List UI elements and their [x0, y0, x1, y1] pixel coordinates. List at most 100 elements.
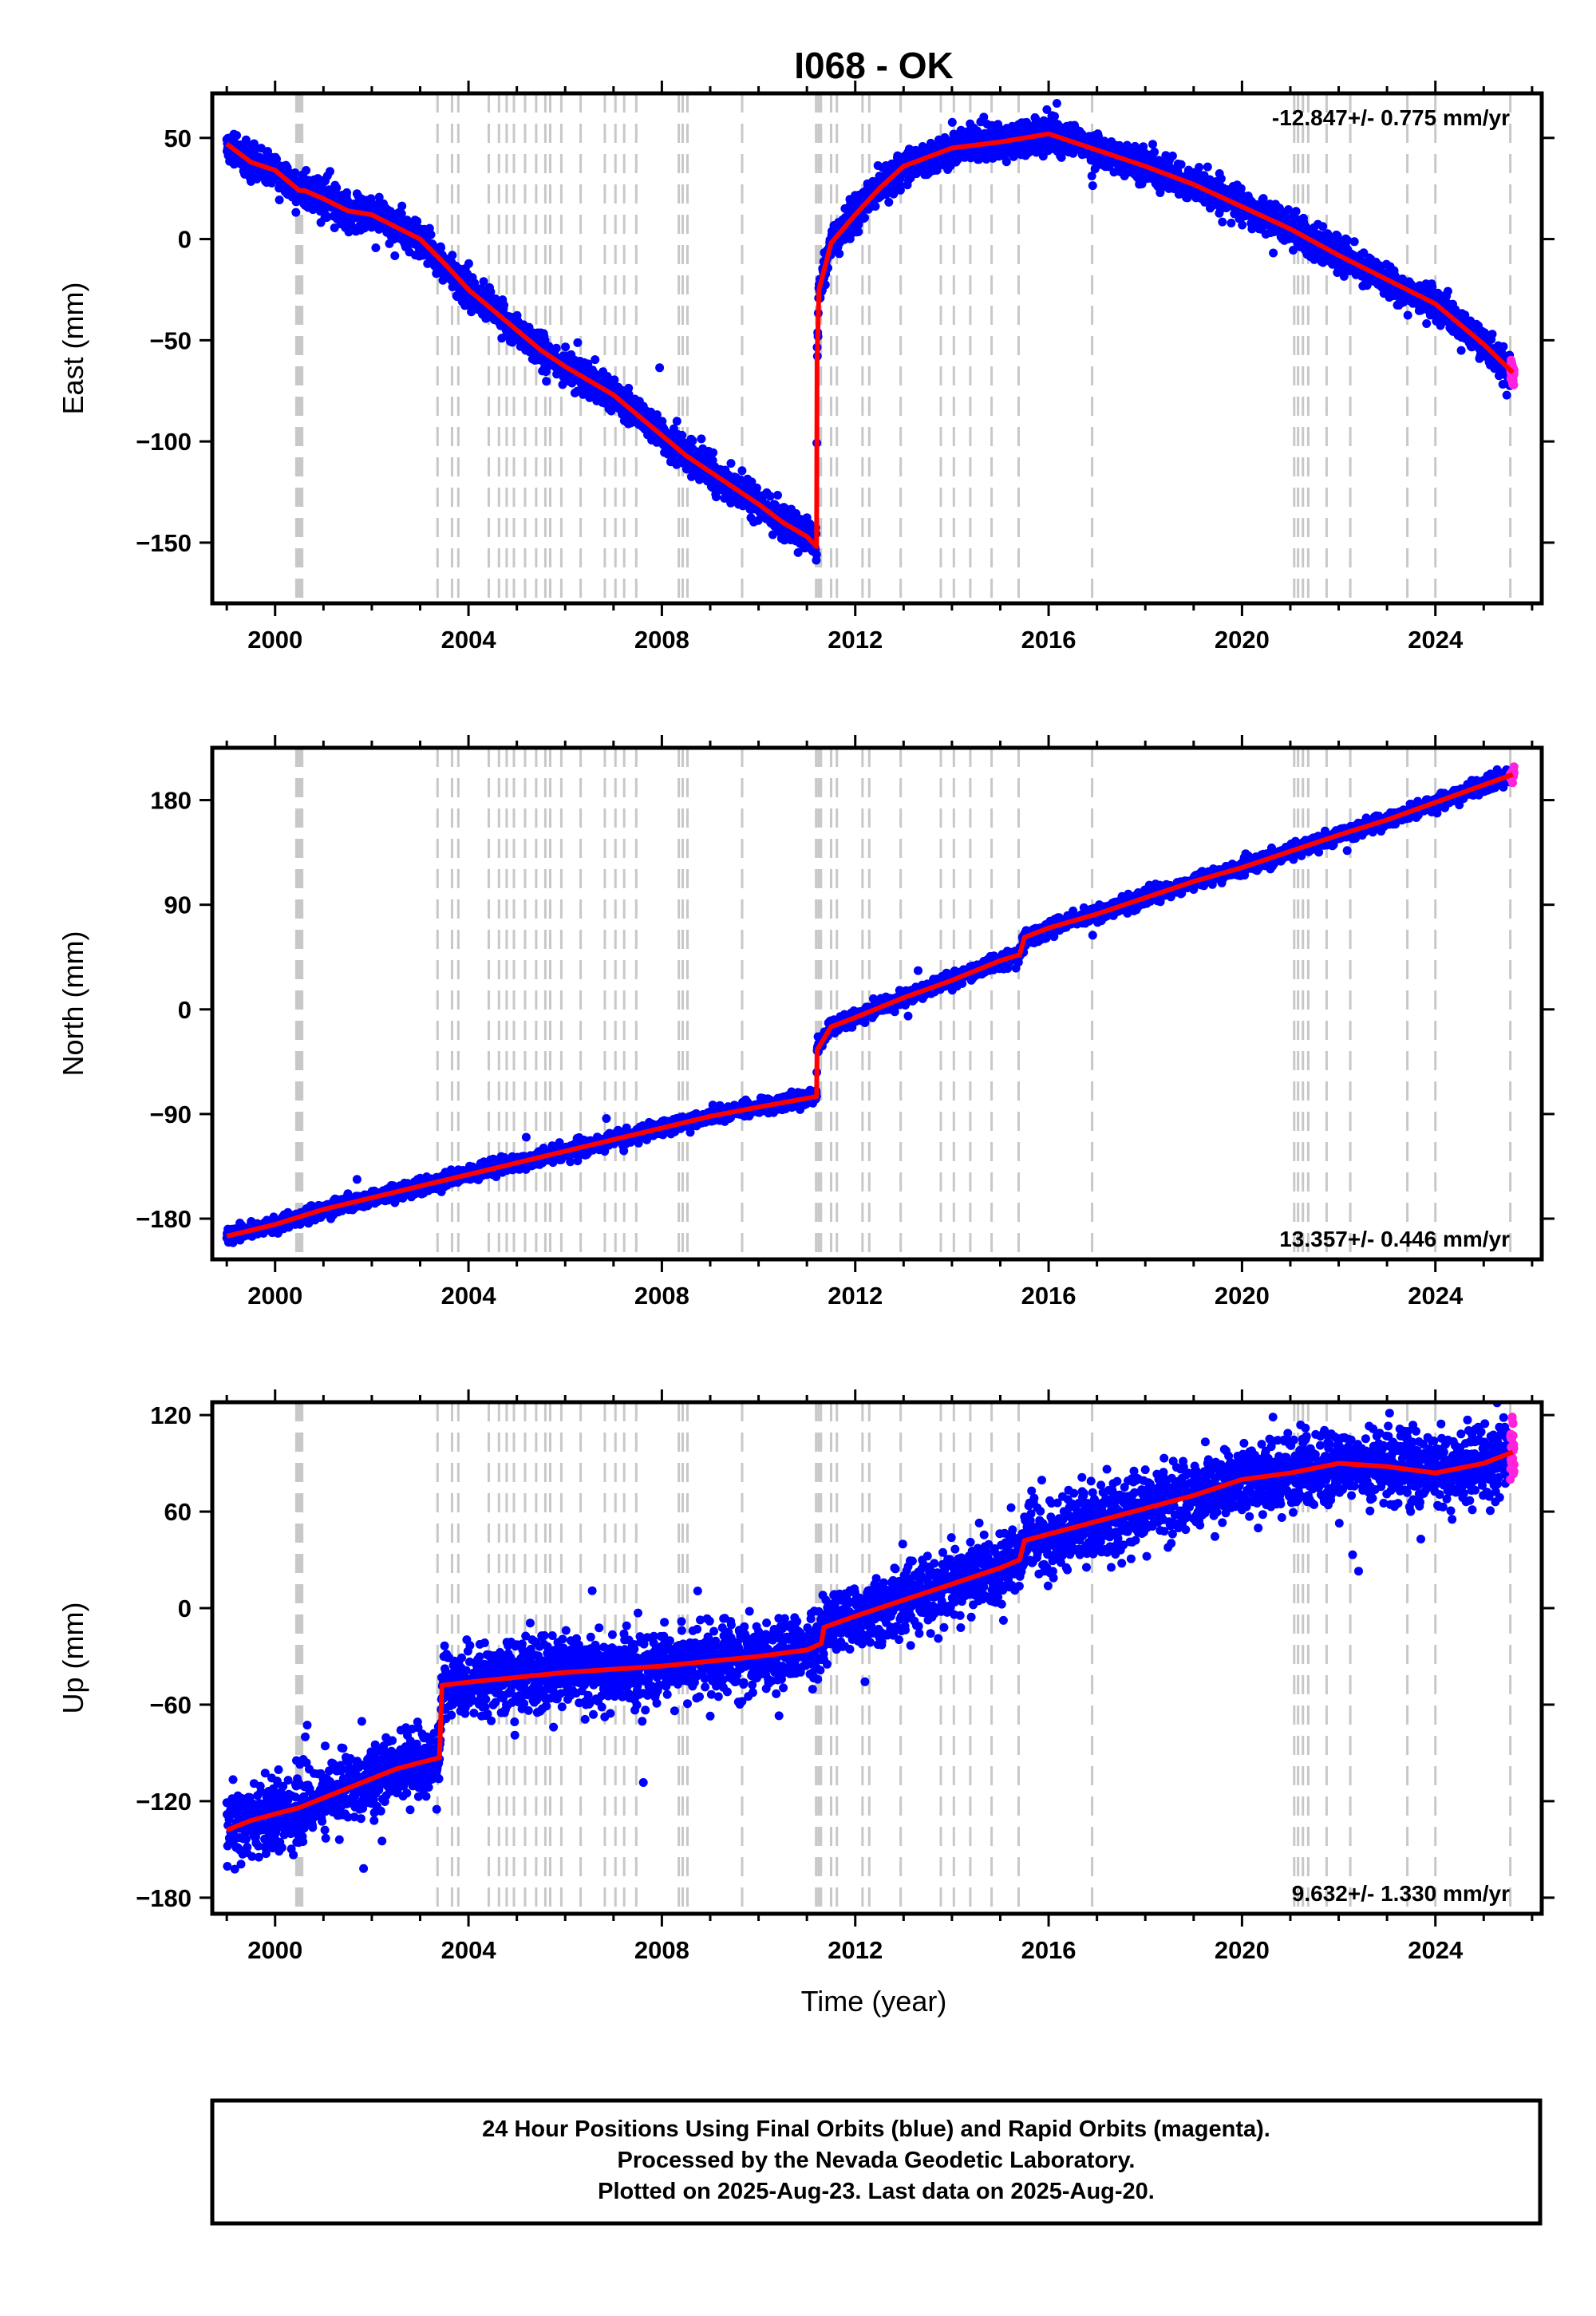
final-orbit-point	[1443, 287, 1452, 296]
final-orbit-point	[1502, 390, 1511, 400]
final-orbit-point	[1087, 172, 1096, 180]
final-orbit-point	[1284, 205, 1293, 215]
final-orbit-point	[551, 343, 561, 353]
final-orbit-point	[947, 117, 957, 127]
rapid-orbit-point	[1509, 380, 1519, 389]
y-tick-label: −50	[149, 326, 192, 354]
final-orbit-point	[413, 216, 422, 226]
final-orbit-point	[561, 342, 571, 352]
final-orbit-point	[291, 207, 301, 217]
final-orbit-point	[1258, 194, 1268, 204]
final-orbit-point	[1238, 220, 1247, 230]
final-orbit-point	[854, 227, 863, 236]
x-tick-label: 2024	[1408, 626, 1464, 654]
final-orbit-point	[1176, 160, 1186, 169]
final-orbit-point	[726, 459, 736, 468]
y-tick-label: −100	[136, 428, 192, 456]
final-orbit-point	[835, 249, 844, 259]
final-orbit-point	[1236, 184, 1246, 193]
final-orbit-point	[1269, 248, 1278, 258]
final-orbit-point	[1216, 174, 1226, 184]
final-orbit-point	[1001, 157, 1011, 167]
y-axis-label: East (mm)	[57, 283, 89, 415]
final-orbit-point	[752, 483, 761, 492]
final-orbit-point	[697, 434, 706, 444]
final-orbit-point	[1042, 105, 1052, 114]
final-orbit-point	[290, 168, 300, 177]
final-orbit-point	[1349, 237, 1359, 247]
final-orbit-point	[272, 154, 281, 164]
final-orbit-point	[1343, 235, 1353, 245]
final-orbit-point	[1460, 310, 1470, 320]
y-axis: 50 0 −50 −100 −150	[136, 124, 1555, 557]
final-orbit-point	[1487, 330, 1497, 339]
final-orbit-point	[709, 448, 718, 457]
final-orbit-point	[542, 377, 551, 386]
final-orbit-point	[773, 491, 782, 500]
final-orbit-point	[1150, 148, 1159, 156]
panel-north: 2000 2004 2008 2012 2016 2020 2024180900−90−18…	[57, 735, 1555, 1310]
final-orbit-point	[426, 230, 436, 239]
model-fit-line	[225, 131, 1515, 549]
y-tick-label: −150	[136, 529, 192, 557]
final-orbit-point	[1227, 219, 1236, 227]
final-orbit-point	[747, 477, 757, 487]
final-orbit-point	[1148, 140, 1157, 149]
final-orbit-point	[1167, 151, 1177, 160]
final-orbit-point	[573, 338, 583, 347]
final-orbit-point	[243, 139, 251, 148]
final-orbit-point	[583, 359, 593, 369]
final-orbit-point	[1218, 217, 1227, 227]
final-orbit-point	[330, 223, 339, 232]
final-orbit-point	[895, 185, 905, 195]
final-orbit-point	[332, 183, 342, 192]
final-orbit-point	[1456, 346, 1466, 355]
final-orbit-point	[1318, 222, 1328, 231]
final-orbit-point	[486, 287, 496, 297]
plot-area-east	[222, 93, 1519, 603]
final-orbit-point	[374, 192, 384, 202]
x-tick-label: 2020	[1215, 626, 1270, 654]
final-orbit-point	[470, 279, 480, 288]
final-orbit-point	[889, 189, 899, 199]
final-orbit-point	[448, 251, 457, 260]
final-orbit-point	[371, 243, 381, 252]
x-tick-label: 2008	[634, 626, 689, 654]
axes-frame	[210, 91, 1544, 606]
final-orbit-point	[860, 213, 869, 223]
final-orbit-point	[437, 243, 445, 252]
x-tick-label: 2000	[247, 626, 302, 654]
final-orbit-point	[979, 113, 989, 122]
final-orbit-point	[1050, 112, 1059, 121]
final-orbit-point	[1291, 207, 1301, 216]
y-tick-label: 50	[164, 124, 192, 152]
final-orbit-point	[610, 375, 619, 385]
final-orbit-point	[397, 209, 406, 219]
final-orbit-point	[558, 380, 567, 389]
final-orbit-point	[479, 277, 488, 287]
x-axis: 2000 2004 2008 2012 2016 2020 2024	[225, 81, 1534, 654]
final-orbit-point	[500, 300, 509, 310]
final-orbit-point	[884, 197, 894, 207]
final-orbit-point	[1088, 181, 1097, 191]
final-orbit-point	[655, 363, 665, 373]
final-orbit-point	[342, 188, 352, 197]
final-orbit-point	[1195, 163, 1204, 172]
x-tick-label: 2016	[1021, 626, 1077, 654]
final-orbit-point	[390, 251, 400, 260]
plot-area-north	[222, 748, 1519, 1259]
panel-east: 2000 2004 2008 2012 2016 2020 2024500−50−100−1…	[57, 81, 1555, 654]
final-orbit-point	[326, 167, 334, 176]
final-orbit-point	[1052, 99, 1061, 108]
final-orbit-point	[678, 430, 687, 440]
final-orbit-point	[232, 131, 242, 140]
figure-title: I068 - OK	[794, 45, 953, 86]
final-orbit-point	[1422, 319, 1432, 328]
final-orbit-point	[1403, 310, 1412, 320]
final-orbit-point	[322, 213, 332, 222]
final-orbit-point	[591, 355, 600, 365]
y-tick-label: 0	[178, 226, 192, 254]
final-orbit-point	[1289, 246, 1298, 255]
velocity-label: -12.847+/- 0.775 mm/yr	[1272, 105, 1510, 130]
